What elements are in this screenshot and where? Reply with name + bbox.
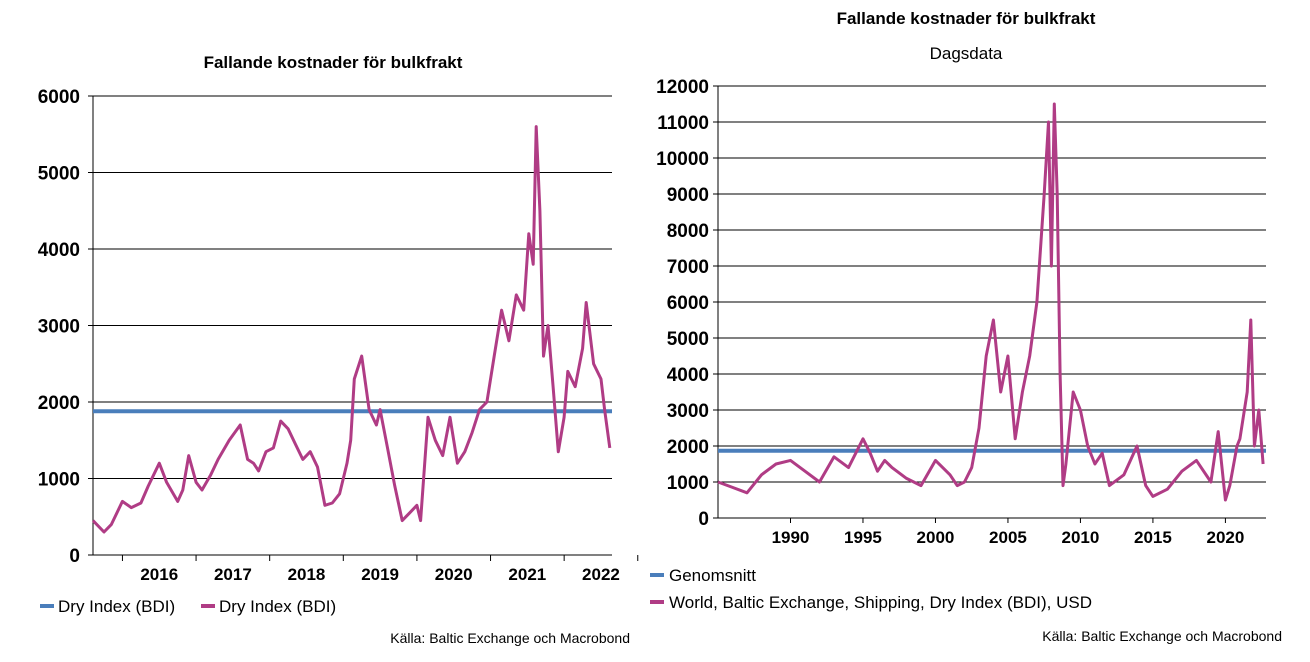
x-tick-label: 2019 (361, 565, 399, 584)
y-tick-label: 9000 (667, 185, 709, 206)
legend-label-average: Genomsnitt (669, 566, 756, 585)
right-source-note: Källa: Baltic Exchange och Macrobond (1042, 628, 1282, 644)
x-tick-label: 2000 (917, 528, 955, 547)
y-tick-label: 6000 (667, 293, 709, 314)
y-tick-label: 12000 (656, 77, 709, 98)
y-tick-label: 3000 (667, 401, 709, 422)
y-tick-label: 6000 (38, 87, 80, 108)
right-legend: Genomsnitt World, Baltic Exchange, Shipp… (650, 566, 1092, 612)
x-tick-label: 2018 (288, 565, 326, 584)
left-chart: Fallande kostnader för bulkfrakt 0 1000 20… (38, 53, 639, 646)
y-tick-label: 10000 (656, 149, 709, 170)
y-tick-label: 3000 (38, 317, 80, 338)
x-tick-label: 2017 (214, 565, 252, 584)
left-chart-title: Fallande kostnader för bulkfrakt (204, 53, 463, 72)
y-tick-label: 8000 (667, 221, 709, 242)
y-tick-label: 11000 (657, 113, 709, 134)
x-tick-label: 2016 (140, 565, 178, 584)
right-y-axis: 0 1000 2000 3000 4000 5000 6000 7000 8000 9000 100… (656, 77, 719, 530)
left-legend: Dry Index (BDI) Dry Index (BDI) (40, 597, 336, 616)
left-gridlines (93, 95, 612, 479)
legend-label-bdi: Dry Index (BDI) (219, 597, 336, 616)
right-series (717, 102, 1266, 502)
right-chart-subtitle: Dagsdata (930, 44, 1003, 63)
y-tick-label: 2000 (38, 393, 80, 414)
x-tick-label: 2010 (1062, 528, 1100, 547)
left-source-note: Källa: Baltic Exchange och Macrobond (390, 630, 630, 646)
left-series (91, 125, 612, 534)
legend-label-bdi: World, Baltic Exchange, Shipping, Dry In… (669, 593, 1092, 612)
bdi-line (717, 102, 1265, 502)
y-tick-label: 0 (698, 509, 709, 530)
right-chart-title: Fallande kostnader för bulkfrakt (837, 9, 1096, 28)
y-tick-label: 1000 (667, 473, 709, 494)
x-tick-label: 2020 (435, 565, 473, 584)
x-tick-label: 1995 (844, 528, 882, 547)
y-tick-label: 2000 (667, 437, 709, 458)
right-gridlines (718, 85, 1266, 483)
left-y-axis: 0 1000 2000 3000 4000 5000 6000 (38, 87, 94, 567)
y-tick-label: 7000 (667, 257, 709, 278)
x-tick-label: 2022 (582, 565, 620, 584)
right-chart: Fallande kostnader för bulkfrakt Dagsdat… (650, 9, 1282, 644)
y-tick-label: 4000 (667, 365, 709, 386)
y-tick-label: 0 (69, 546, 80, 567)
x-tick-label: 2005 (989, 528, 1027, 547)
legend-label-average: Dry Index (BDI) (58, 597, 175, 616)
y-tick-label: 5000 (667, 329, 709, 350)
x-tick-label: 2021 (508, 565, 546, 584)
y-tick-label: 4000 (38, 240, 80, 261)
bdi-line (91, 125, 612, 534)
y-tick-label: 1000 (38, 470, 80, 491)
y-tick-label: 5000 (38, 164, 80, 185)
left-x-axis: 2016 2017 2018 2019 2020 2021 2022 (93, 554, 639, 584)
x-tick-label: 2015 (1134, 528, 1172, 547)
right-x-axis: 1990 1995 2000 2005 2010 2015 2020 (718, 517, 1266, 547)
x-tick-label: 2020 (1206, 528, 1244, 547)
x-tick-label: 1990 (772, 528, 810, 547)
